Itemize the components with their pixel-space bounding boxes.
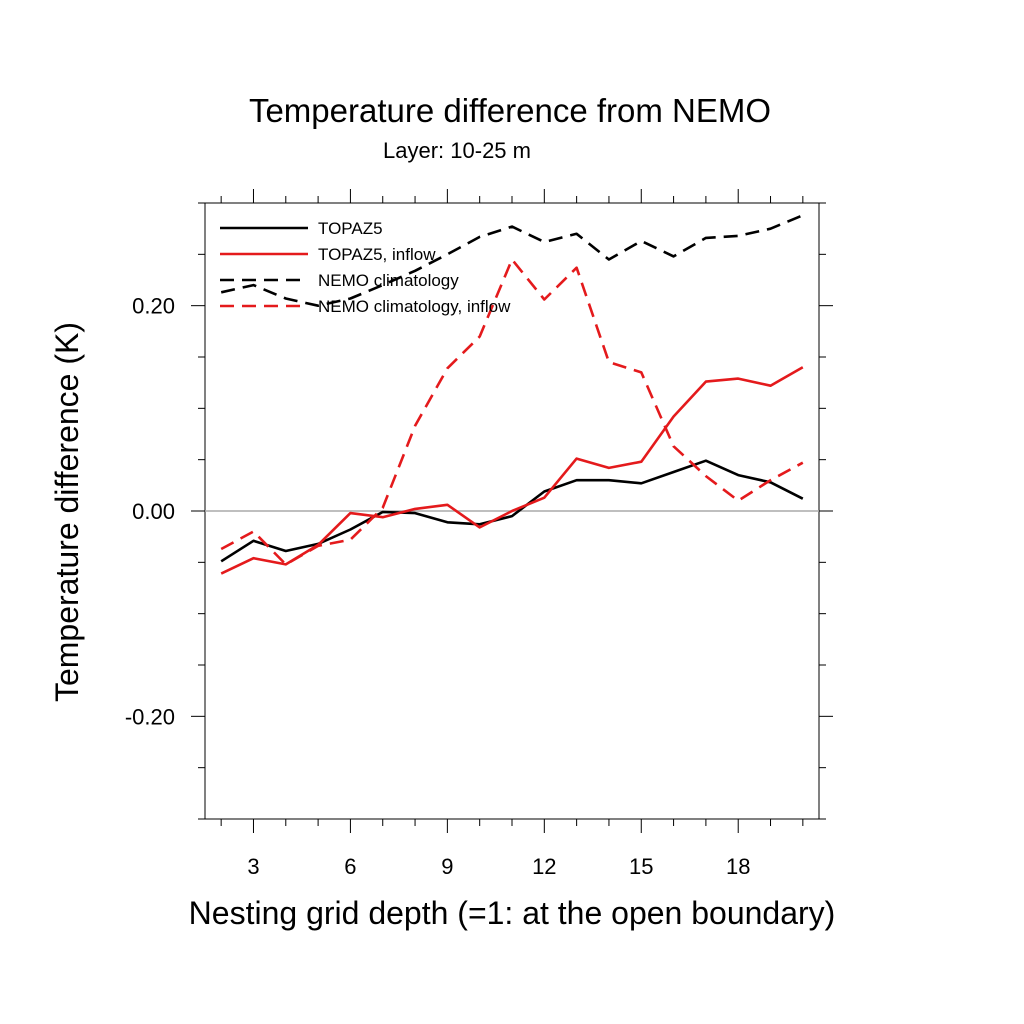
y-axis-label: Temperature difference (K)	[49, 322, 85, 702]
legend-label-2: TOPAZ5, inflow	[318, 245, 436, 264]
y-tick-label: -0.20	[125, 704, 175, 729]
legend: TOPAZ5 TOPAZ5, inflow NEMO climatology NEMO…	[220, 219, 511, 316]
x-tick-label: 12	[532, 854, 556, 879]
x-tick-label: 6	[344, 854, 356, 879]
y-tick-label: 0.20	[132, 294, 175, 319]
chart-title: Temperature difference from NEMO	[249, 92, 771, 129]
chart-subtitle: Layer: 10-25 m	[383, 138, 531, 163]
x-tick-label: 15	[629, 854, 653, 879]
x-tick-label: 18	[726, 854, 750, 879]
series-line-4	[220, 258, 804, 566]
y-tick-label: 0.00	[132, 499, 175, 524]
series-line-3	[220, 214, 804, 307]
series-line-2	[220, 366, 804, 575]
x-tick-label: 9	[441, 854, 453, 879]
axis-ticks: 3 6 9 12 15 18 -0.20 0.00 0.20	[125, 189, 833, 879]
x-axis-label: Nesting grid depth (=1: at the open boun…	[189, 895, 836, 931]
legend-label-3: NEMO climatology	[318, 271, 459, 290]
series-lines	[220, 214, 804, 575]
x-tick-label: 3	[247, 854, 259, 879]
legend-label-4: NEMO climatology, inflow	[318, 297, 511, 316]
legend-label-1: TOPAZ5	[318, 219, 383, 238]
